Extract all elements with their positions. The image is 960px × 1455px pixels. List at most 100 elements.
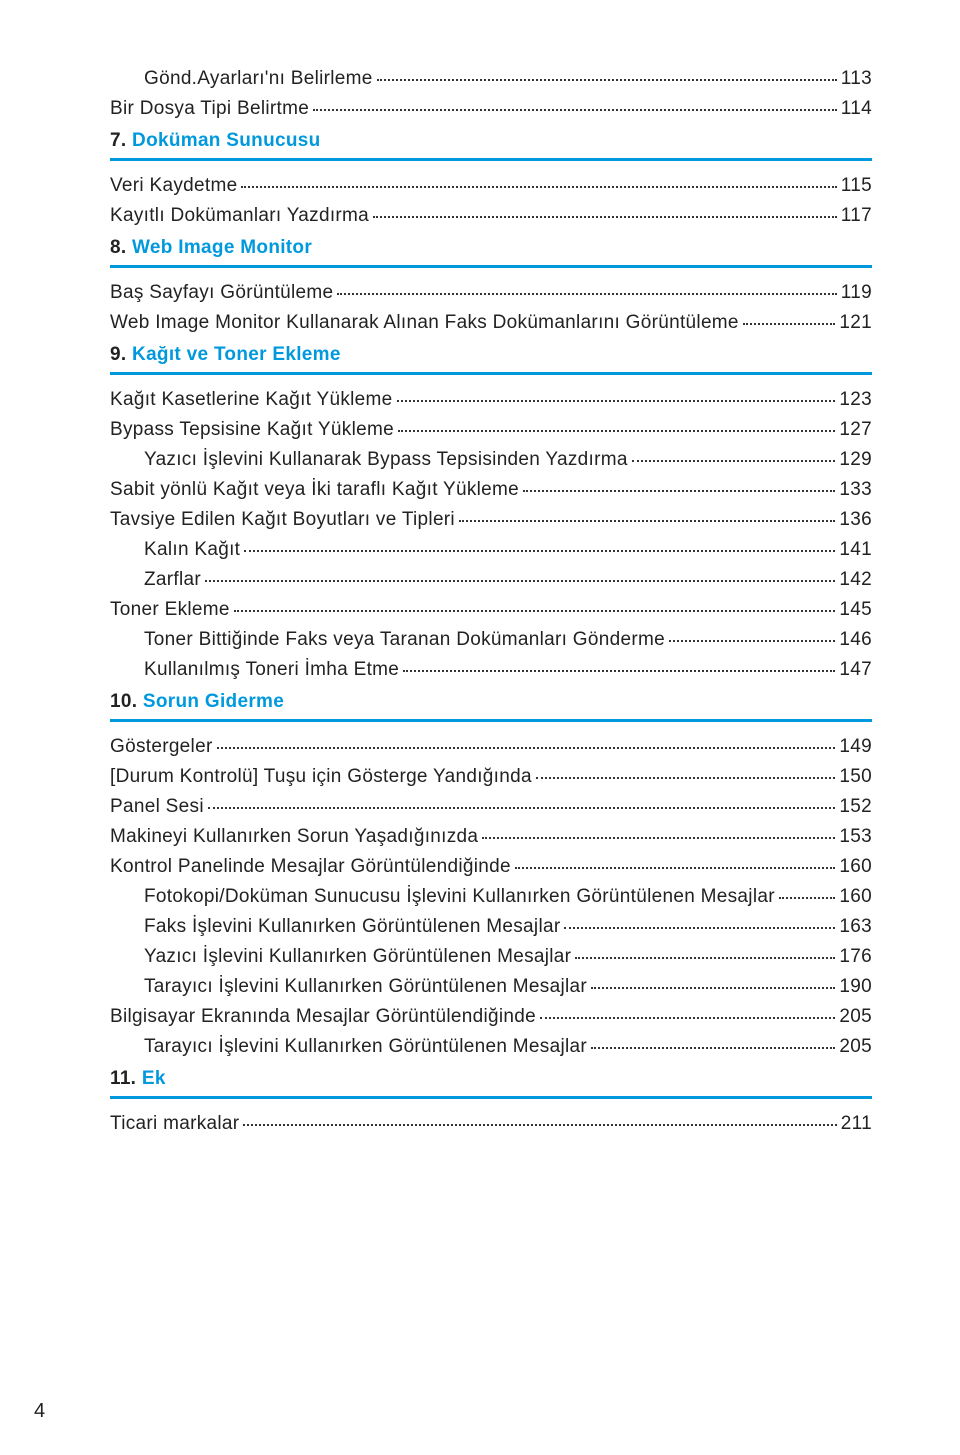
toc-entry-page: 127: [839, 419, 872, 441]
toc-entry: Tarayıcı İşlevini Kullanırken Görüntülen…: [110, 976, 872, 998]
toc-entry-label: Zarflar: [144, 569, 201, 591]
toc-entry: Makineyi Kullanırken Sorun Yaşadığınızda…: [110, 826, 872, 848]
toc-page: Gönd.Ayarları'nı Belirleme 113Bir Dosya …: [0, 0, 960, 1455]
toc-entry-label: Makineyi Kullanırken Sorun Yaşadığınızda: [110, 826, 478, 848]
toc-entry: Bilgisayar Ekranında Mesajlar Görüntülen…: [110, 1006, 872, 1028]
toc-entry: Tarayıcı İşlevini Kullanırken Görüntülen…: [110, 1036, 872, 1058]
toc-entry-label: Tavsiye Edilen Kağıt Boyutları ve Tipler…: [110, 509, 455, 531]
toc-entry: Baş Sayfayı Görüntüleme 119: [110, 282, 872, 304]
toc-entry-label: Panel Sesi: [110, 796, 204, 818]
toc-leader: [669, 640, 835, 642]
section-title: Web Image Monitor: [132, 237, 312, 258]
toc-entry-label: Kağıt Kasetlerine Kağıt Yükleme: [110, 389, 393, 411]
toc-leader: [779, 897, 836, 899]
toc-entry-page: 160: [839, 856, 872, 878]
page-number: 4: [34, 1400, 45, 1423]
toc-entry: Gönd.Ayarları'nı Belirleme 113: [110, 68, 872, 90]
toc-entry: Veri Kaydetme 115: [110, 175, 872, 197]
section-underline: [110, 265, 872, 268]
toc-entry-page: 119: [841, 282, 872, 304]
toc-entry-page: 142: [839, 569, 872, 591]
toc-entry-label: Kullanılmış Toneri İmha Etme: [144, 659, 399, 681]
section-underline: [110, 1096, 872, 1099]
section-title: Kağıt ve Toner Ekleme: [132, 344, 341, 365]
section-heading: 10. Sorun Giderme: [110, 691, 872, 713]
toc-entry-label: Gönd.Ayarları'nı Belirleme: [144, 68, 373, 90]
toc-entry-label: Faks İşlevini Kullanırken Görüntülenen M…: [144, 916, 560, 938]
toc-leader: [523, 490, 835, 492]
toc-entry-page: 176: [839, 946, 872, 968]
toc-leader: [234, 610, 836, 612]
section-underline: [110, 372, 872, 375]
toc-leader: [591, 1047, 835, 1049]
toc-entry: Kalın Kağıt 141: [110, 539, 872, 561]
toc-list: Gönd.Ayarları'nı Belirleme 113Bir Dosya …: [110, 68, 872, 1135]
toc-leader: [398, 430, 835, 432]
section-title: Ek: [142, 1068, 166, 1089]
toc-entry-label: Tarayıcı İşlevini Kullanırken Görüntülen…: [144, 1036, 587, 1058]
toc-entry-label: Veri Kaydetme: [110, 175, 237, 197]
toc-entry-label: Göstergeler: [110, 736, 213, 758]
toc-entry: Kontrol Panelinde Mesajlar Görüntülendiğ…: [110, 856, 872, 878]
toc-leader: [632, 460, 836, 462]
toc-entry-page: 160: [839, 886, 872, 908]
toc-entry: Web Image Monitor Kullanarak Alınan Faks…: [110, 312, 872, 334]
toc-entry-page: 121: [839, 312, 872, 334]
toc-entry: Bypass Tepsisine Kağıt Yükleme 127: [110, 419, 872, 441]
toc-leader: [591, 987, 835, 989]
toc-entry-label: [Durum Kontrolü] Tuşu için Gösterge Yand…: [110, 766, 532, 788]
toc-entry-page: 211: [841, 1113, 872, 1135]
toc-leader: [373, 216, 837, 218]
toc-entry: Göstergeler 149: [110, 736, 872, 758]
section-number: 11.: [110, 1068, 136, 1089]
section-title: Doküman Sunucusu: [132, 130, 320, 151]
toc-entry-page: 133: [839, 479, 872, 501]
toc-entry-page: 149: [839, 736, 872, 758]
toc-leader: [243, 1124, 836, 1126]
toc-leader: [459, 520, 835, 522]
toc-entry-label: Toner Bittiğinde Faks veya Taranan Doküm…: [144, 629, 665, 651]
toc-entry-page: 153: [839, 826, 872, 848]
section-number: 10.: [110, 691, 137, 712]
section-number: 7.: [110, 130, 126, 151]
toc-entry: [Durum Kontrolü] Tuşu için Gösterge Yand…: [110, 766, 872, 788]
toc-entry: Kağıt Kasetlerine Kağıt Yükleme 123: [110, 389, 872, 411]
toc-entry-page: 163: [839, 916, 872, 938]
toc-entry: Faks İşlevini Kullanırken Görüntülenen M…: [110, 916, 872, 938]
toc-entry-page: 145: [839, 599, 872, 621]
toc-entry-label: Kontrol Panelinde Mesajlar Görüntülendiğ…: [110, 856, 511, 878]
toc-leader: [205, 580, 835, 582]
toc-entry: Ticari markalar 211: [110, 1113, 872, 1135]
toc-entry: Tavsiye Edilen Kağıt Boyutları ve Tipler…: [110, 509, 872, 531]
toc-entry-label: Toner Ekleme: [110, 599, 230, 621]
toc-leader: [536, 777, 836, 779]
section-underline: [110, 158, 872, 161]
toc-entry: Sabit yönlü Kağıt veya İki taraflı Kağıt…: [110, 479, 872, 501]
toc-leader: [241, 186, 836, 188]
toc-entry-label: Kayıtlı Dokümanları Yazdırma: [110, 205, 369, 227]
toc-entry-page: 146: [839, 629, 872, 651]
section-heading: 11. Ek: [110, 1068, 872, 1090]
toc-entry-page: 136: [839, 509, 872, 531]
toc-entry-label: Bypass Tepsisine Kağıt Yükleme: [110, 419, 394, 441]
section-heading: 9. Kağıt ve Toner Ekleme: [110, 344, 872, 366]
toc-entry-page: 205: [839, 1036, 872, 1058]
toc-entry-page: 117: [841, 205, 872, 227]
toc-entry-page: 123: [839, 389, 872, 411]
toc-entry: Toner Ekleme 145: [110, 599, 872, 621]
toc-entry-label: Baş Sayfayı Görüntüleme: [110, 282, 333, 304]
toc-leader: [313, 109, 837, 111]
toc-entry-page: 115: [841, 175, 872, 197]
toc-leader: [403, 670, 835, 672]
section-heading: 8. Web Image Monitor: [110, 237, 872, 259]
toc-entry: Kullanılmış Toneri İmha Etme 147: [110, 659, 872, 681]
toc-leader: [564, 927, 835, 929]
toc-leader: [743, 323, 836, 325]
toc-leader: [208, 807, 836, 809]
toc-entry-page: 129: [839, 449, 872, 471]
toc-entry-label: Tarayıcı İşlevini Kullanırken Görüntülen…: [144, 976, 587, 998]
toc-leader: [540, 1017, 835, 1019]
toc-entry-label: Fotokopi/Doküman Sunucusu İşlevini Kulla…: [144, 886, 775, 908]
toc-entry-page: 205: [839, 1006, 872, 1028]
section-number: 8.: [110, 237, 126, 258]
